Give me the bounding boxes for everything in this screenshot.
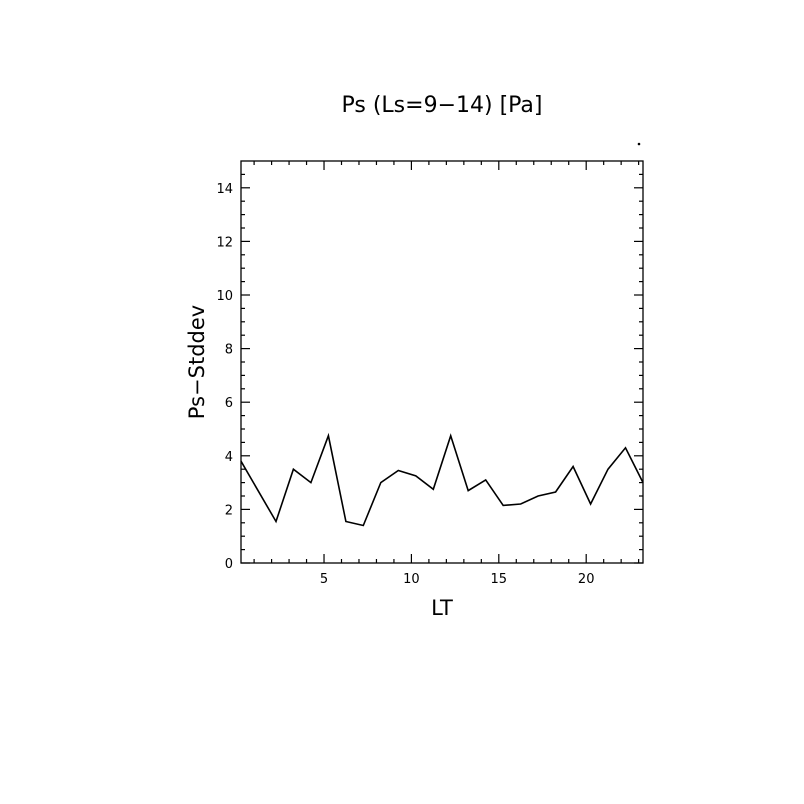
y-tick-label: 6 [225, 396, 233, 411]
x-tick-label: 10 [403, 572, 420, 587]
y-tick-label: 12 [216, 235, 233, 250]
chart-title: Ps (Ls=9−14) [Pa] [342, 93, 543, 118]
x-axis-label: LT [431, 596, 453, 620]
y-axis-label: Ps−Stddev [185, 305, 209, 419]
plot-area: 0 2 4 6 8 10 12 14 5 10 15 20 [216, 160, 644, 587]
y-tick-label: 8 [225, 343, 233, 358]
series-line [240, 432, 644, 527]
series-group [240, 432, 644, 527]
axis-ticks [241, 161, 643, 564]
y-tick-label: 10 [216, 289, 233, 304]
x-tick-label: 5 [320, 572, 328, 587]
y-tick-label: 2 [225, 503, 233, 518]
x-tick-label: 15 [491, 572, 508, 587]
y-tick-label: 14 [216, 182, 233, 197]
y-tick-label: 0 [225, 557, 233, 572]
y-tick-label: 4 [225, 450, 233, 465]
corner-dot [637, 142, 641, 146]
x-tick-label: 20 [578, 572, 595, 587]
plot-frame [240, 160, 644, 564]
tick-labels: 0 2 4 6 8 10 12 14 5 10 15 20 [216, 182, 594, 587]
